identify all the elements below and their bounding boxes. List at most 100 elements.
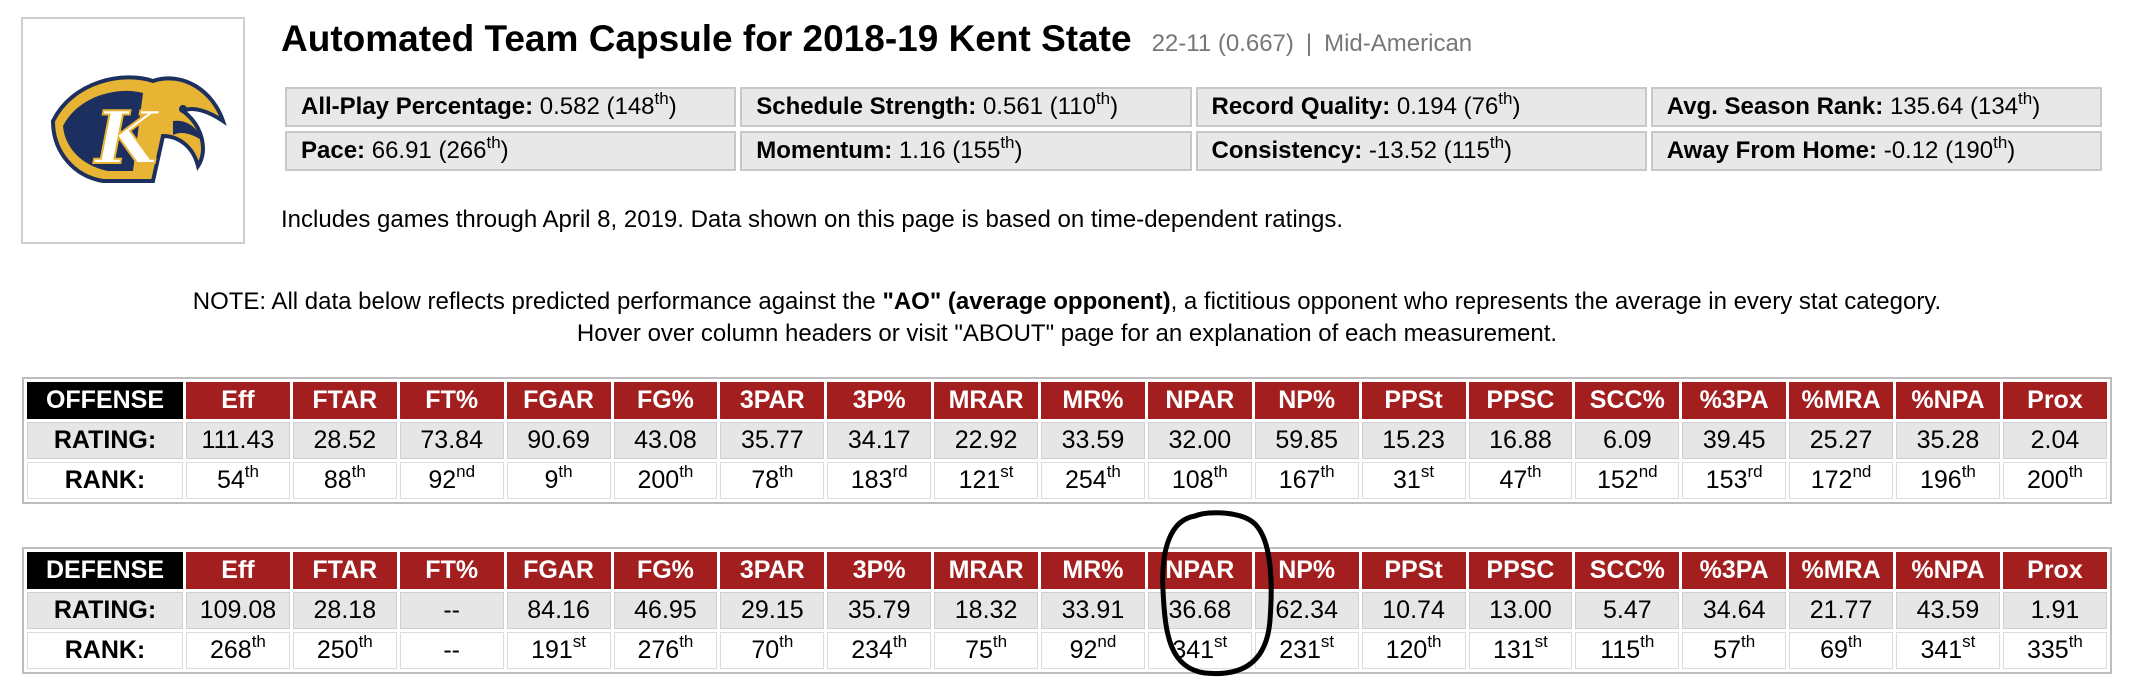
defense-col-header-ppst[interactable]: PPSt — [1361, 552, 1466, 589]
offense-col-header-mrar[interactable]: MRAR — [934, 382, 1038, 419]
defense-col-header-fgar[interactable]: FGAR — [506, 552, 611, 589]
rank-row-label: RANK: — [27, 462, 183, 499]
defense-col-header-prox[interactable]: Prox — [2002, 552, 2107, 589]
defense-rating-row: RATING: 109.08 28.18 -- 84.16 46.95 29.15 35.7… — [27, 592, 2107, 629]
defense-col-header--npa[interactable]: %NPA — [1896, 552, 2000, 589]
defense-col-header-fg-[interactable]: FG% — [613, 552, 718, 589]
offense-col-header-ftar[interactable]: FTAR — [292, 382, 397, 419]
defense-table: DEFENSE Eff FTAR FT% FGAR FG% 3PAR 3P% MRAR MR% N… — [22, 547, 2112, 674]
rank-suffix: th — [358, 632, 373, 651]
rank-suffix: st — [1420, 462, 1435, 481]
rank-number: 231 — [1279, 636, 1321, 664]
defense-col-header-ftar[interactable]: FTAR — [292, 552, 397, 589]
defense-col-header-ppsc[interactable]: PPSC — [1468, 552, 1573, 589]
rank-number: 172 — [1810, 466, 1853, 494]
offense-rank-cell: 121st — [934, 462, 1038, 499]
summary-row: Pace: 66.91 (266th) Momentum: 1.16 (155t… — [285, 131, 2102, 171]
offense-rating-cell: 25.27 — [1789, 422, 1893, 459]
rank-suffix: th — [1527, 462, 1542, 481]
rating-row-label: RATING: — [27, 592, 183, 629]
defense-col-header-eff[interactable]: Eff — [186, 552, 290, 589]
defense-col-header--mra[interactable]: %MRA — [1789, 552, 1893, 589]
offense-rank-cell: 153rd — [1682, 462, 1787, 499]
offense-col-header-eff[interactable]: Eff — [186, 382, 290, 419]
ao-note: NOTE: All data below reflects predicted … — [0, 286, 2134, 350]
defense-col-header-3par[interactable]: 3PAR — [720, 552, 825, 589]
defense-rating-cell: 29.15 — [720, 592, 825, 629]
offense-rating-cell: 16.88 — [1468, 422, 1573, 459]
offense-rating-cell: 34.17 — [827, 422, 932, 459]
offense-col-header--3pa[interactable]: %3PA — [1682, 382, 1787, 419]
rank-suffix: st — [1000, 462, 1014, 481]
offense-col-header-npar[interactable]: NPAR — [1147, 382, 1252, 419]
offense-col-header-prox[interactable]: Prox — [2002, 382, 2107, 419]
defense-rank-cell: 276th — [613, 632, 718, 669]
defense-rank-cell: 191st — [506, 632, 611, 669]
offense-label: OFFENSE — [27, 382, 183, 419]
rank-number: 92 — [1069, 636, 1098, 664]
rank-suffix: st — [572, 632, 587, 651]
team-record: 22-11 (0.667) — [1151, 30, 1294, 57]
rank-number: 78 — [751, 466, 780, 494]
defense-rating-cell: 10.74 — [1361, 592, 1466, 629]
defense-rating-cell: 33.91 — [1041, 592, 1145, 629]
offense-col-header-3par[interactable]: 3PAR — [720, 382, 825, 419]
rank-suffix: th — [1106, 462, 1121, 481]
rating-row-label: RATING: — [27, 422, 183, 459]
summary-record-quality: Record Quality: 0.194 (76th) — [1195, 87, 1647, 127]
offense-col-header-np-[interactable]: NP% — [1254, 382, 1359, 419]
rank-suffix: th — [2068, 632, 2083, 651]
ao-note-line-1: NOTE: All data below reflects predicted … — [192, 288, 1942, 315]
offense-col-header-mr-[interactable]: MR% — [1041, 382, 1145, 419]
offense-col-header-ft-[interactable]: FT% — [399, 382, 504, 419]
summary-avg-season-rank: Avg. Season Rank: 135.64 (134th) — [1650, 87, 2102, 127]
defense-col-header-mrar[interactable]: MRAR — [934, 552, 1038, 589]
offense-col-header-3p-[interactable]: 3P% — [827, 382, 932, 419]
summary-schedule-strength: Schedule Strength: 0.561 (110th) — [740, 87, 1192, 127]
rank-number: 200 — [2026, 466, 2069, 494]
defense-col-header-np-[interactable]: NP% — [1254, 552, 1359, 589]
defense-col-header--3pa[interactable]: %3PA — [1682, 552, 1787, 589]
defense-col-header-ft-[interactable]: FT% — [399, 552, 504, 589]
defense-col-header-npar[interactable]: NPAR — [1147, 552, 1252, 589]
defense-col-header-mr-[interactable]: MR% — [1041, 552, 1145, 589]
offense-rating-cell: 43.08 — [613, 422, 718, 459]
defense-rank-cell: 335th — [2002, 632, 2107, 669]
offense-col-header-scc-[interactable]: SCC% — [1575, 382, 1680, 419]
rank-suffix: th — [1741, 632, 1756, 651]
defense-col-header-3p-[interactable]: 3P% — [827, 552, 932, 589]
defense-col-header-scc-[interactable]: SCC% — [1575, 552, 1680, 589]
rank-suffix: th — [779, 632, 794, 651]
defense-rank-cell: 70th — [720, 632, 825, 669]
rank-suffix: th — [679, 462, 694, 481]
rank-suffix: th — [1427, 632, 1442, 651]
offense-header-row: OFFENSE Eff FTAR FT% FGAR FG% 3PAR 3P% MRAR MR% N… — [27, 382, 2107, 419]
offense-rank-cell: 152nd — [1575, 462, 1680, 499]
defense-rank-cell: 341st — [1147, 632, 1252, 669]
rank-number: 47 — [1499, 466, 1528, 494]
rank-suffix: nd — [1097, 632, 1117, 651]
header-separator: | — [1305, 30, 1313, 57]
offense-rank-cell: 54th — [186, 462, 290, 499]
offense-rank-cell: 31st — [1361, 462, 1466, 499]
offense-col-header-fgar[interactable]: FGAR — [506, 382, 611, 419]
offense-col-header-ppsc[interactable]: PPSC — [1468, 382, 1573, 419]
summary-all-play: All-Play Percentage: 0.582 (148th) — [285, 87, 737, 127]
offense-rating-cell: 39.45 — [1682, 422, 1787, 459]
offense-rank-row: RANK: 54th 88th 92nd 9th 200th 78th 183rd 121st… — [27, 462, 2107, 499]
offense-rank-cell: 172nd — [1789, 462, 1893, 499]
rank-suffix: rd — [892, 462, 908, 481]
defense-rating-cell: 35.79 — [827, 592, 932, 629]
rank-number: 250 — [316, 636, 359, 664]
rank-suffix: nd — [456, 462, 476, 481]
rank-number: 131 — [1492, 636, 1535, 664]
offense-col-header-ppst[interactable]: PPSt — [1361, 382, 1466, 419]
rank-suffix: th — [558, 462, 573, 481]
offense-col-header--npa[interactable]: %NPA — [1896, 382, 2000, 419]
offense-col-header-fg-[interactable]: FG% — [613, 382, 718, 419]
rank-number: 268 — [209, 636, 252, 664]
defense-rating-cell: 28.18 — [292, 592, 397, 629]
offense-col-header--mra[interactable]: %MRA — [1789, 382, 1893, 419]
offense-rating-cell: 73.84 — [399, 422, 504, 459]
rank-number: 121 — [958, 466, 1001, 494]
